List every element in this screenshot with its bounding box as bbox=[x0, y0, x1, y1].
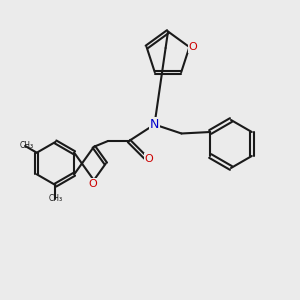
Text: O: O bbox=[88, 179, 97, 189]
Text: CH₃: CH₃ bbox=[20, 141, 34, 150]
Text: N: N bbox=[150, 118, 159, 131]
Text: CH₃: CH₃ bbox=[48, 194, 63, 203]
Text: O: O bbox=[145, 154, 154, 164]
Text: O: O bbox=[189, 42, 197, 52]
